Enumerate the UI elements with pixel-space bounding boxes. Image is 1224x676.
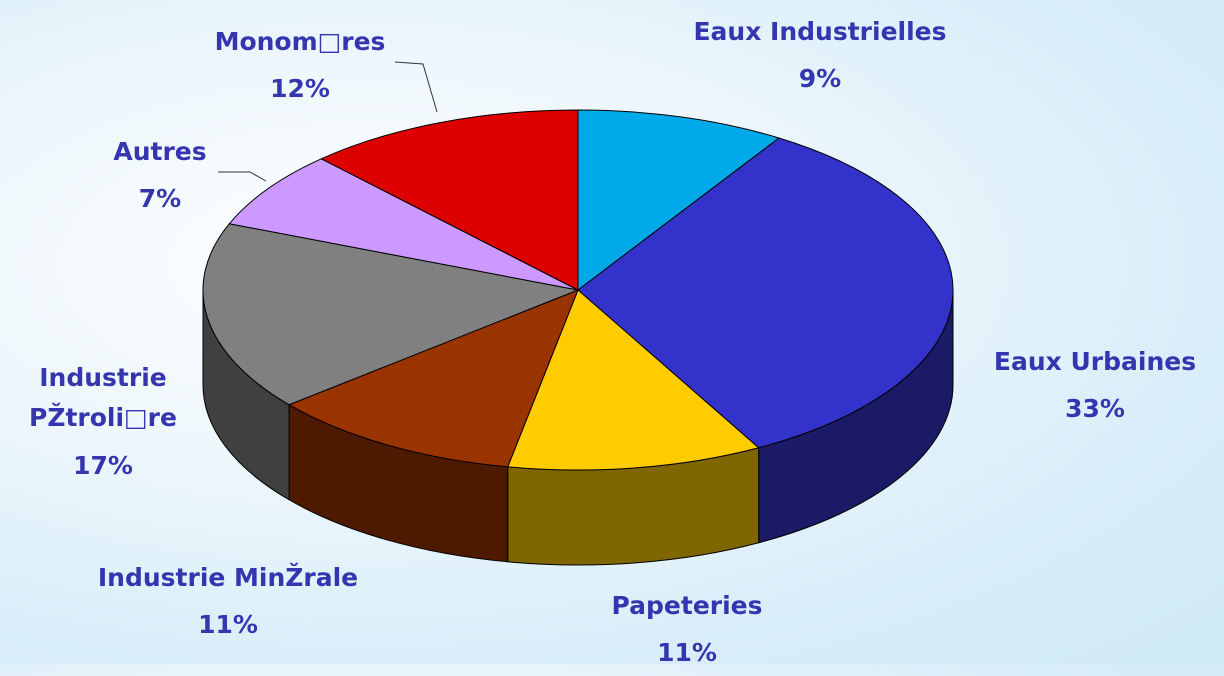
slice [577,137,954,449]
data-label: Eaux Industrielles 9% [693,8,946,102]
data-label: Autres 7% [113,128,206,222]
value-label: 11% [198,610,258,639]
category-label: Autres [113,137,207,166]
slice [228,158,579,291]
category-label: Monom□res [214,27,386,56]
slice [577,109,781,292]
data-label: Eaux Urbaines 33% [994,338,1196,432]
value-label: 17% [73,451,133,480]
value-label: 33% [1065,394,1125,423]
data-label: Industrie MinŽrale 11% [98,554,358,648]
slice [202,223,580,406]
slice [507,289,760,471]
leader-line [218,171,267,182]
category-label: Eaux Urbaines [993,347,1197,376]
value-label: 11% [657,638,717,667]
value-label: 7% [138,184,182,213]
value-label: 12% [270,74,330,103]
pie [202,109,954,566]
category-label: Papeteries [611,591,763,620]
category-label: Industrie PŽtroli□re [29,363,177,432]
slice [287,289,579,468]
leader-line [394,61,438,113]
data-label: Monom□res 12% [215,18,386,112]
data-label: Industrie PŽtroli□re 17% [18,358,188,489]
value-label: 9% [798,64,842,93]
category-label: Eaux Industrielles [693,17,947,46]
slice [320,109,579,291]
category-label: Industrie MinŽrale [97,563,359,592]
data-label: Papeteries 11% [611,582,762,676]
